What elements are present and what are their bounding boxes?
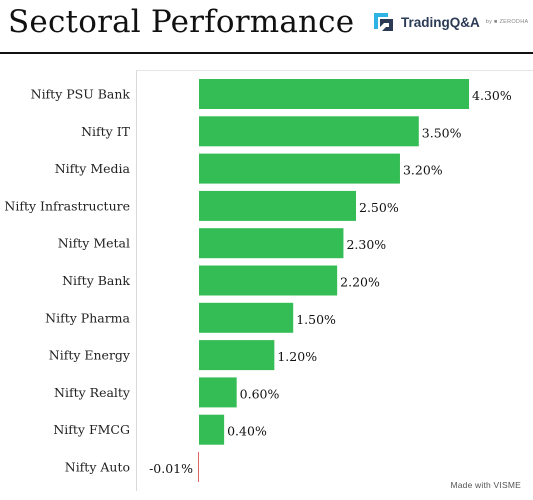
value-label: 1.20% <box>277 349 317 364</box>
category-label: Nifty FMCG <box>53 422 130 437</box>
bar[interactable] <box>198 452 199 482</box>
brand-logo[interactable]: TradingQ&A by ■ ZERODHA <box>371 9 528 35</box>
value-label: -0.01% <box>149 461 193 476</box>
bar[interactable] <box>199 79 470 109</box>
bar[interactable] <box>199 190 356 221</box>
bar[interactable] <box>199 265 338 296</box>
category-label: Nifty IT <box>81 124 131 139</box>
category-label: Nifty PSU Bank <box>31 87 131 102</box>
bar[interactable] <box>199 153 400 184</box>
value-label: 3.20% <box>403 163 443 178</box>
category-label: Nifty Metal <box>58 236 130 251</box>
value-label: 3.50% <box>422 125 462 140</box>
bar[interactable] <box>199 116 419 147</box>
category-label: Nifty Realty <box>54 385 131 400</box>
visme-credit[interactable]: Made with VISME <box>450 480 521 490</box>
value-label: 1.50% <box>296 312 336 327</box>
brand-byline: by ■ ZERODHA <box>485 19 529 25</box>
value-label: 4.30% <box>472 88 512 103</box>
chart-area <box>136 70 533 491</box>
category-label: Nifty Media <box>55 161 131 176</box>
category-label: Nifty Pharma <box>45 310 130 325</box>
bar[interactable] <box>199 377 237 408</box>
category-label: Nifty Energy <box>49 348 131 363</box>
tradingqa-logo-icon <box>374 13 393 31</box>
brand-name: TradingQ&A <box>401 14 480 30</box>
chart-title: Sectoral Performance <box>8 4 355 40</box>
bar[interactable] <box>199 302 294 333</box>
value-label: 0.60% <box>240 386 280 401</box>
bar[interactable] <box>199 414 225 445</box>
value-label: 0.40% <box>227 424 267 439</box>
value-label: 2.50% <box>359 200 399 215</box>
title-divider <box>0 52 533 54</box>
category-label: Nifty Bank <box>62 273 130 288</box>
value-label: 2.20% <box>340 275 380 290</box>
value-label: 2.30% <box>346 237 386 252</box>
category-label: Nifty Infrastructure <box>4 198 130 213</box>
category-label: Nifty Auto <box>65 460 130 475</box>
bar[interactable] <box>199 228 344 259</box>
bar[interactable] <box>199 340 275 371</box>
